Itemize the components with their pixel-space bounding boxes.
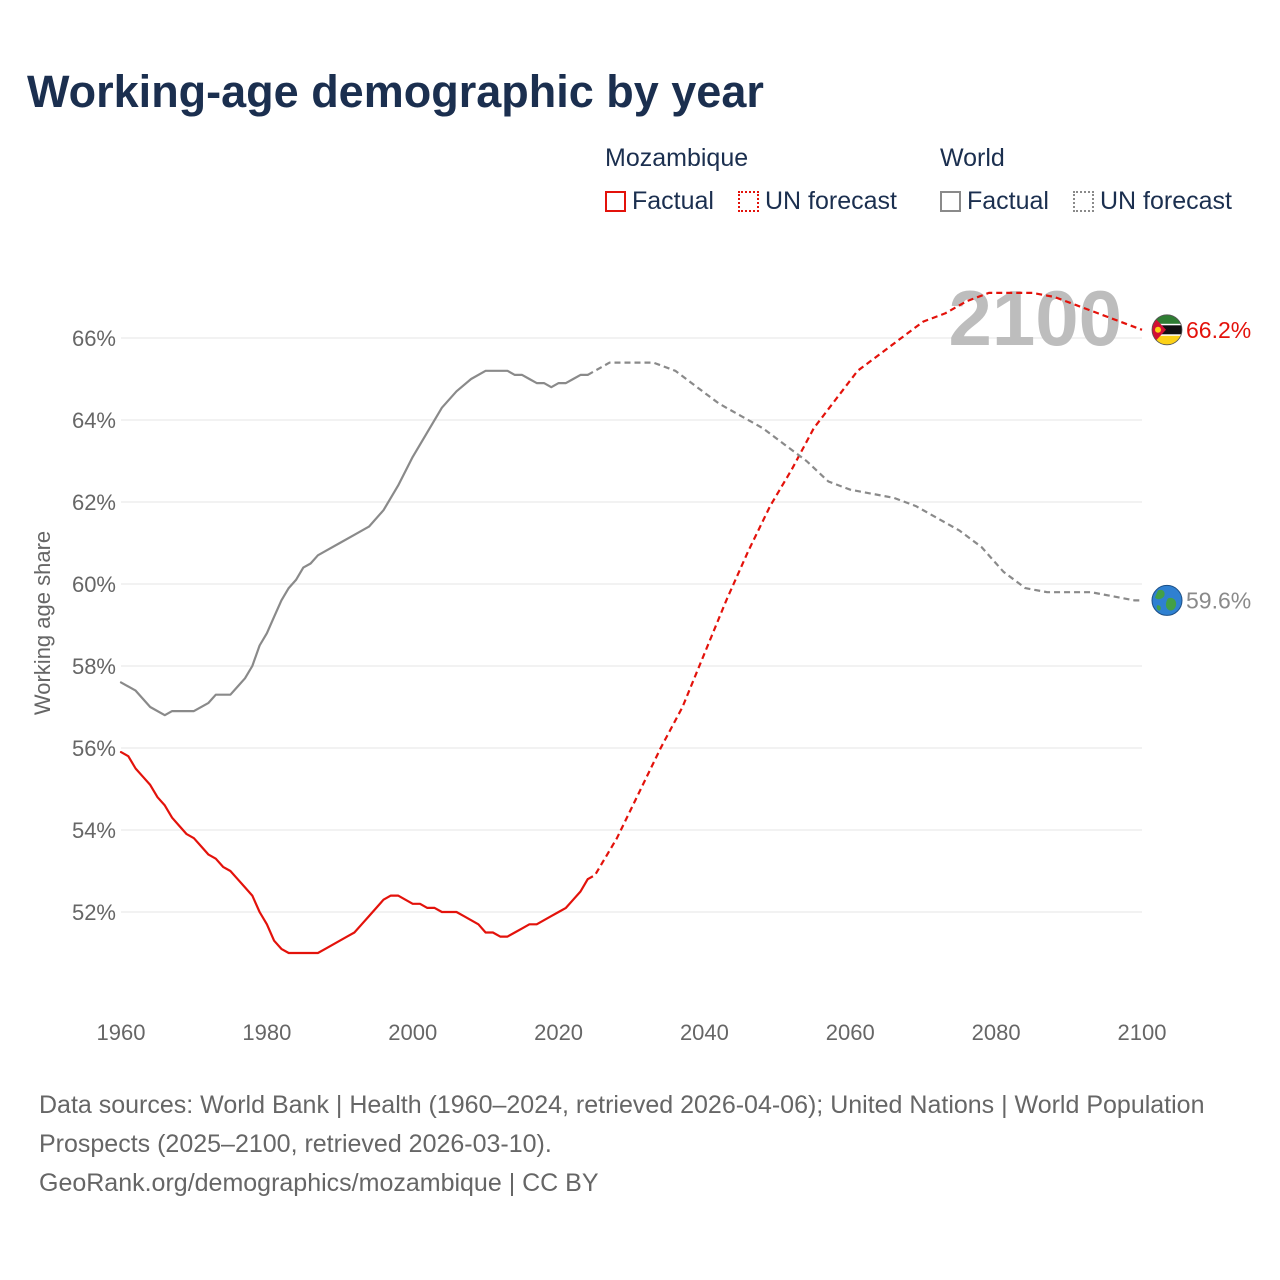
legend-label: UN forecast [765,186,897,215]
legend-label: Factual [967,186,1049,215]
flag-star [1155,326,1161,333]
legend-world-factual[interactable]: Factual [940,186,1049,216]
legend-label: Factual [632,186,714,215]
legend-group-world: World [940,144,1005,172]
credit-link[interactable]: GeoRank.org/demographics/mozambique | CC… [39,1169,599,1197]
x-tick-label: 2100 [1118,1020,1167,1045]
x-tick-label: 2040 [680,1020,729,1045]
flag-stripe [1152,335,1182,345]
x-tick-label: 2080 [972,1020,1021,1045]
line-chart: 52% 54% 56% 58% 60% 62% 64% 66% 1960 1980 2000 202… [30,274,1251,1045]
y-axis-label: Working age share [30,531,55,715]
globe-land [1165,597,1177,611]
flag-outline [1151,314,1183,346]
y-tick-label: 60% [72,572,116,597]
current-year-watermark: 2100 [948,274,1122,362]
legend-world-forecast[interactable]: UN forecast [1073,186,1232,216]
x-tick-label: 2000 [388,1020,437,1045]
globe-land [1156,605,1161,611]
solid-line-swatch-icon [605,190,626,212]
y-tick-label: 64% [72,408,116,433]
x-tick-label: 1960 [97,1020,146,1045]
mozambique-end-value-label: 66.2% [1186,317,1251,343]
y-axis-ticks: 52% 54% 56% 58% 60% 62% 64% 66% [72,326,116,925]
x-tick-label: 1980 [242,1020,291,1045]
world-end-value-label: 59.6% [1186,587,1251,613]
world-factual-line [119,369,589,717]
legend-mozambique-factual[interactable]: Factual [605,186,714,216]
gridlines [121,337,1142,913]
flag-stripe [1152,324,1182,335]
series-lines [119,291,1143,955]
x-axis-ticks: 1960 1980 2000 2020 2040 2060 2080 2100 [97,1020,1167,1045]
world-forecast-line [587,361,1142,602]
y-tick-label: 52% [72,900,116,925]
legend-group-mozambique: Mozambique [605,144,749,172]
y-tick-label: 62% [72,490,116,515]
x-tick-label: 2020 [534,1020,583,1045]
data-sources-note: Data sources: World Bank | Health (1960–… [39,1091,1205,1158]
y-tick-label: 56% [72,736,116,761]
mozambique-factual-line [119,750,589,955]
y-tick-label: 66% [72,326,116,351]
legend-mozambique-forecast[interactable]: UN forecast [738,186,897,216]
flag-stripe [1152,323,1182,326]
dotted-line-swatch-icon [738,190,759,212]
mozambique-forecast-line [587,291,1143,881]
flag-stripe [1152,314,1182,325]
footer: Data sources: World Bank | Health (1960–… [39,1086,1239,1203]
dotted-line-swatch-icon [1073,190,1094,212]
y-tick-label: 58% [72,654,116,679]
globe-icon [1151,584,1183,616]
flag-stripe [1152,334,1182,336]
globe-land [1155,589,1165,600]
end-markers: 66.2% 59.6% [1151,314,1251,616]
mozambique-flag-icon [1151,314,1183,346]
y-tick-label: 54% [72,818,116,843]
x-tick-label: 2060 [826,1020,875,1045]
chart-title: Working-age demographic by year [27,66,764,117]
solid-line-swatch-icon [940,190,961,212]
legend-label: UN forecast [1100,186,1232,215]
